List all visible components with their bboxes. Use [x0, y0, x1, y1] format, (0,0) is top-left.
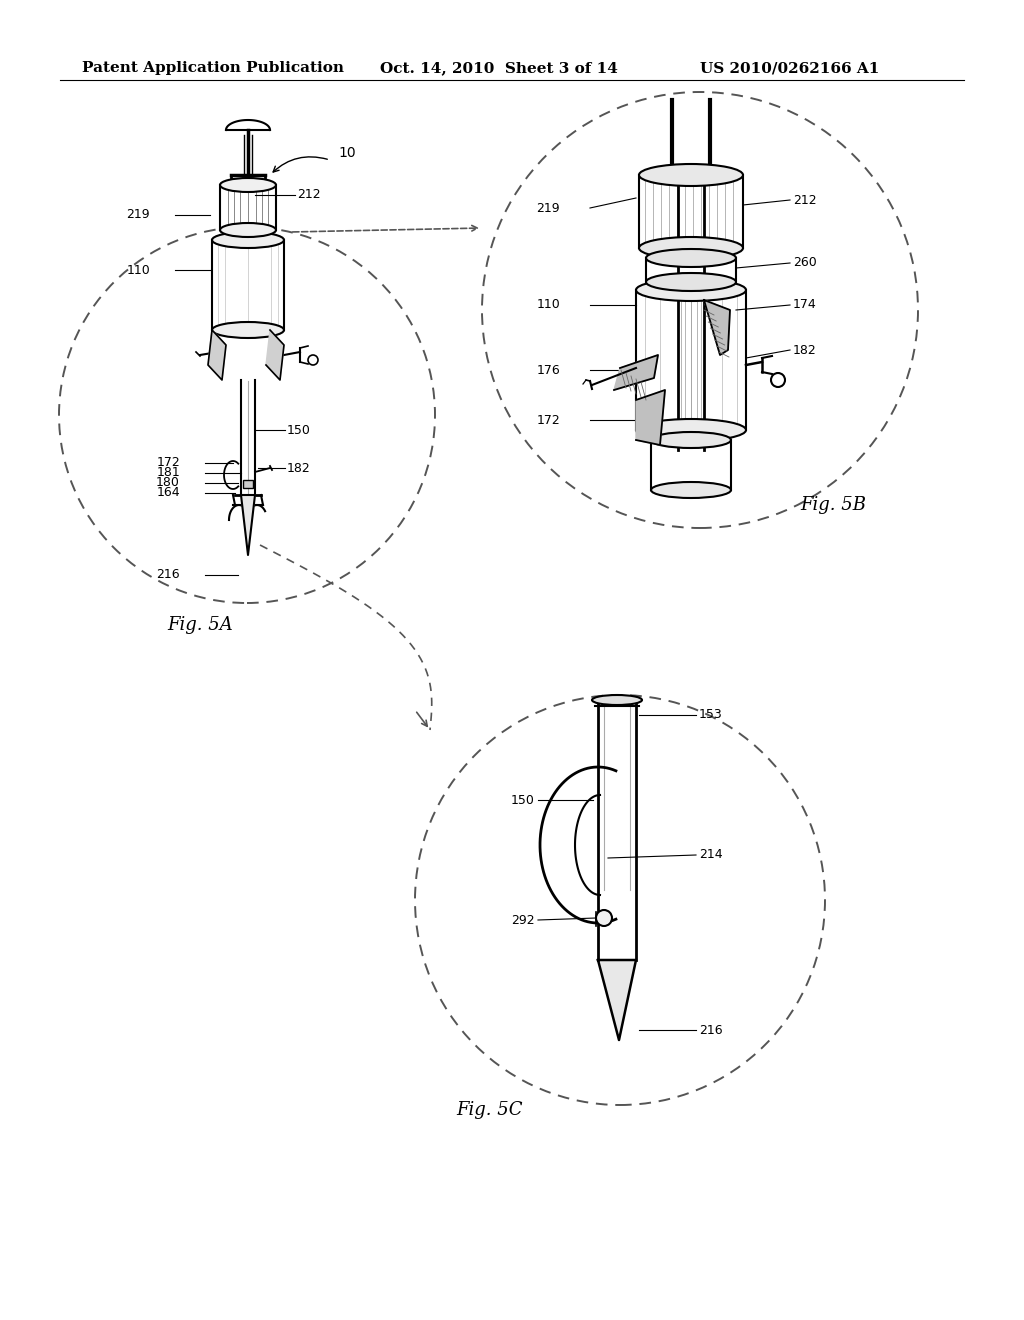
Circle shape: [771, 374, 785, 387]
Polygon shape: [241, 495, 255, 554]
Text: 180: 180: [156, 477, 180, 490]
Polygon shape: [266, 330, 284, 380]
Text: 219: 219: [126, 209, 150, 222]
Text: 216: 216: [157, 569, 180, 582]
Ellipse shape: [636, 279, 746, 301]
Ellipse shape: [639, 238, 743, 259]
Ellipse shape: [639, 164, 743, 186]
Polygon shape: [614, 355, 658, 389]
Ellipse shape: [651, 432, 731, 447]
Polygon shape: [636, 389, 665, 445]
Text: Fig. 5A: Fig. 5A: [167, 616, 232, 634]
Bar: [243, 480, 253, 488]
Text: Oct. 14, 2010  Sheet 3 of 14: Oct. 14, 2010 Sheet 3 of 14: [380, 61, 617, 75]
Ellipse shape: [212, 232, 284, 248]
Ellipse shape: [592, 696, 642, 705]
Ellipse shape: [636, 418, 746, 441]
Text: 172: 172: [537, 413, 560, 426]
Ellipse shape: [651, 482, 731, 498]
Text: 150: 150: [511, 793, 535, 807]
Text: 212: 212: [793, 194, 816, 206]
Text: 172: 172: [157, 457, 180, 470]
Text: 153: 153: [699, 709, 723, 722]
Circle shape: [308, 355, 318, 366]
Ellipse shape: [646, 273, 736, 290]
Polygon shape: [705, 300, 730, 355]
Text: US 2010/0262166 A1: US 2010/0262166 A1: [700, 61, 880, 75]
Text: 182: 182: [793, 343, 817, 356]
Text: 182: 182: [287, 462, 310, 474]
Polygon shape: [598, 960, 636, 1040]
Text: 110: 110: [126, 264, 150, 276]
Text: 10: 10: [338, 147, 355, 160]
Text: 212: 212: [297, 189, 321, 202]
Ellipse shape: [646, 249, 736, 267]
Ellipse shape: [220, 223, 276, 238]
Text: Patent Application Publication: Patent Application Publication: [82, 61, 344, 75]
Ellipse shape: [212, 322, 284, 338]
Text: 219: 219: [537, 202, 560, 214]
Text: 110: 110: [537, 298, 560, 312]
Text: Fig. 5B: Fig. 5B: [800, 496, 866, 513]
Text: 216: 216: [699, 1023, 723, 1036]
Text: 260: 260: [793, 256, 817, 269]
Text: 292: 292: [511, 913, 535, 927]
Text: 181: 181: [157, 466, 180, 479]
Text: 150: 150: [287, 424, 311, 437]
Text: 176: 176: [537, 363, 560, 376]
Ellipse shape: [220, 178, 276, 191]
Circle shape: [596, 909, 612, 927]
Text: 214: 214: [699, 849, 723, 862]
Polygon shape: [208, 330, 226, 380]
Text: Fig. 5C: Fig. 5C: [457, 1101, 523, 1119]
Text: 174: 174: [793, 298, 817, 312]
Text: 164: 164: [157, 487, 180, 499]
